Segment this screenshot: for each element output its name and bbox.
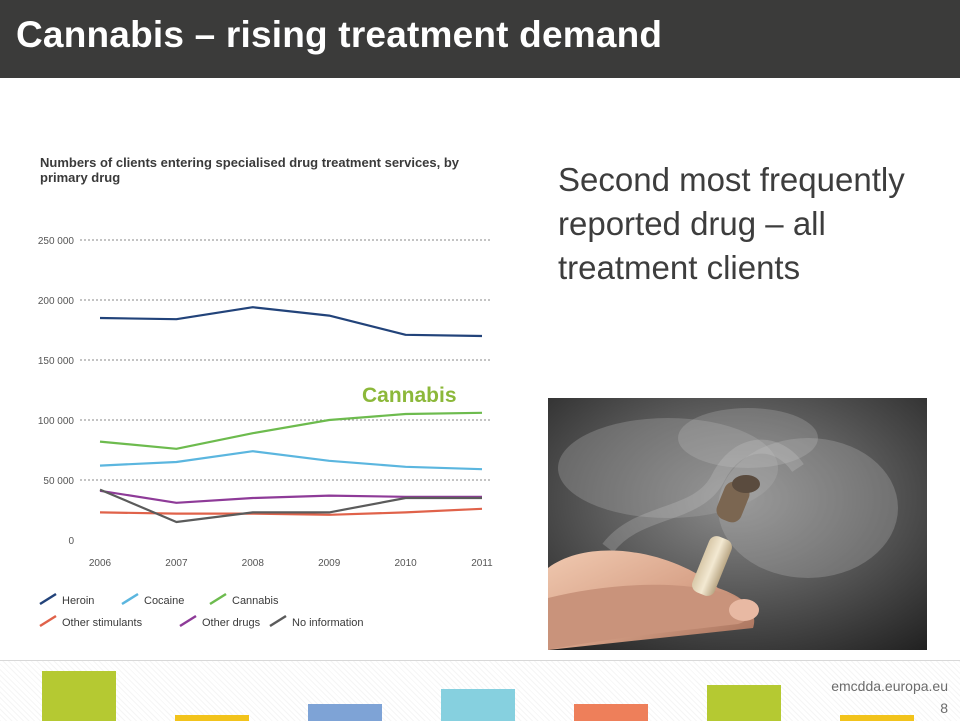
legend-swatch	[209, 592, 227, 606]
legend-swatch	[179, 614, 197, 628]
y-tick-label: 0	[68, 536, 74, 547]
page-number: 8	[940, 700, 948, 716]
footer-bar	[42, 671, 116, 721]
legend-label: Cocaine	[144, 595, 184, 607]
smoke-hand-illustration	[548, 398, 927, 650]
slide-footer	[0, 660, 960, 721]
y-tick-label: 250 000	[38, 236, 75, 247]
footer-bar	[840, 715, 914, 721]
chart-title: Numbers of clients entering specialised …	[40, 155, 460, 185]
footer-bar	[574, 704, 648, 721]
chart-canvas: 0 50 000 100 000 150 000 200 000 250 000 2006 2…	[38, 236, 493, 629]
footer-website: emcdda.europa.eu	[831, 678, 948, 694]
x-tick-label: 2008	[242, 558, 265, 569]
y-tick-label: 100 000	[38, 416, 75, 427]
y-tick-label: 150 000	[38, 356, 75, 367]
series-line-cocaine	[99, 450, 483, 471]
y-tick-label: 50 000	[43, 476, 74, 487]
line-chart: 0 50 000 100 000 150 000 200 000 250 000 2006 2…	[30, 140, 500, 645]
x-tick-label: 2009	[318, 558, 341, 569]
series-line-cannabis	[99, 411, 483, 450]
legend-label: Other drugs	[202, 617, 261, 629]
legend-label: Heroin	[62, 595, 94, 607]
series-line-heroin	[99, 306, 483, 338]
legend-label: Other stimulants	[62, 617, 143, 629]
legend-label: No information	[292, 617, 364, 629]
footer-bar	[175, 715, 249, 721]
series-line-other-drugs	[99, 489, 482, 504]
series-line-other-stimulants	[99, 507, 483, 516]
slide-body-text: Second most frequently reported drug – a…	[558, 161, 905, 286]
cannabis-joint-photo	[548, 398, 927, 650]
slide-title: Cannabis – rising treatment demand	[16, 14, 663, 55]
x-tick-label: 2007	[165, 558, 188, 569]
cannabis-callout: Cannabis	[362, 384, 457, 407]
x-tick-label: 2006	[89, 558, 112, 569]
x-tick-label: 2010	[394, 558, 417, 569]
y-tick-label: 200 000	[38, 296, 75, 307]
legend-swatch	[39, 592, 57, 606]
footer-bar	[308, 704, 382, 721]
series-line-no-information	[99, 488, 482, 524]
legend-swatch	[269, 614, 287, 628]
footer-bar	[441, 689, 515, 721]
legend-swatch	[39, 614, 57, 628]
legend-label: Cannabis	[232, 595, 279, 607]
footer-bar	[707, 685, 781, 721]
legend-swatch	[121, 592, 139, 606]
x-tick-label: 2011	[471, 558, 493, 569]
slide-header: Cannabis – rising treatment demand	[0, 0, 960, 78]
